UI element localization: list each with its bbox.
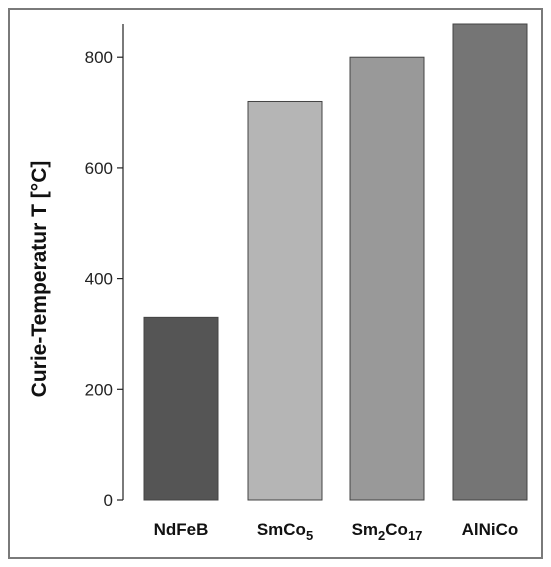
x-label-smco5: SmCo5	[257, 520, 313, 543]
y-axis-title: Curie-Temperatur T [°C]	[28, 161, 51, 398]
x-label-sm2co17: Sm2Co17	[352, 520, 423, 543]
bar-smco5	[247, 100, 323, 501]
figure-frame	[8, 8, 543, 559]
y-tick-label-0: 0	[104, 491, 113, 510]
y-tick-label-200: 200	[85, 380, 113, 399]
bar-alnico	[452, 23, 528, 501]
bar-sm2co17	[349, 56, 425, 501]
x-label-alnico: AlNiCo	[462, 520, 519, 539]
y-tick-label-400: 400	[85, 270, 113, 289]
bars-group	[143, 23, 528, 501]
bar-ndfeb	[143, 316, 219, 501]
x-axis-labels: NdFeB SmCo5 Sm2Co17 AlNiCo	[154, 520, 519, 543]
y-tick-label-800: 800	[85, 48, 113, 67]
x-label-ndfeb: NdFeB	[154, 520, 209, 539]
y-axis: 0 200 400 600 800	[85, 24, 124, 510]
y-tick-label-600: 600	[85, 159, 113, 178]
